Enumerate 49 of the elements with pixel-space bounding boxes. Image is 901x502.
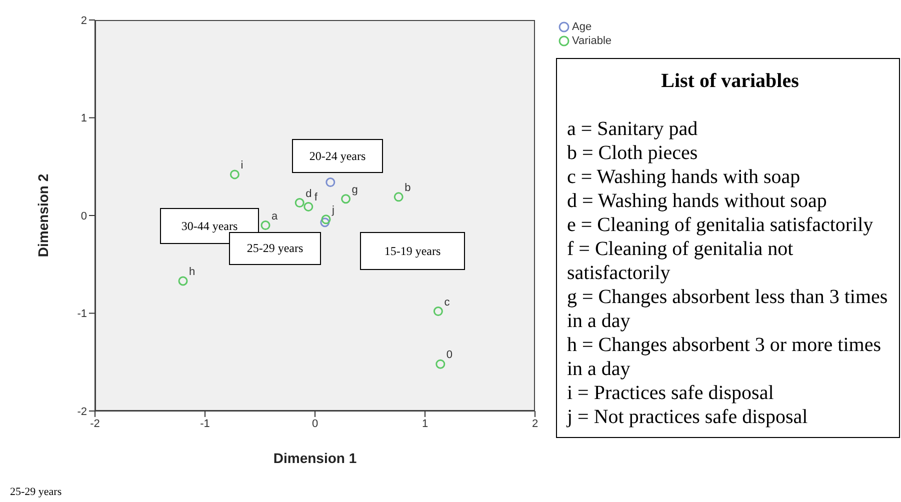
annotation: b	[404, 182, 411, 194]
text: d = Washing hands without soap	[567, 189, 828, 213]
y-tick-label: -2	[77, 406, 87, 418]
text-box: 30-44 years	[160, 208, 259, 244]
x-tick-label: 0	[312, 418, 318, 430]
text-box: 25-29 years	[229, 232, 321, 265]
point	[341, 194, 351, 204]
point	[320, 218, 330, 228]
text: List of variables	[660, 69, 800, 93]
text-box: 20-24 years	[292, 139, 383, 173]
annotation: d	[306, 188, 312, 200]
legend-label: Variable	[572, 34, 612, 48]
y-tick-label: 0	[80, 210, 87, 222]
text: i = Practices safe disposal	[567, 381, 775, 405]
x-tick-label: -2	[90, 418, 100, 430]
annotation: 0	[446, 349, 453, 362]
x-tick-label: 2	[532, 418, 538, 430]
annotation: f	[314, 192, 318, 204]
text: b = Cloth pieces	[567, 141, 699, 165]
point	[294, 198, 304, 208]
point	[304, 202, 314, 212]
point	[326, 178, 336, 188]
x-tick-label: 1	[422, 418, 428, 430]
point	[230, 170, 240, 180]
y-tick-label: 2	[80, 14, 87, 27]
annotation: j	[331, 204, 334, 216]
y-axis-title: Dimension 2	[34, 174, 51, 258]
annotation: g	[352, 184, 358, 196]
y-tick-label: -1	[77, 308, 87, 320]
point	[394, 192, 404, 202]
point	[433, 306, 443, 316]
annotation: a	[272, 210, 278, 222]
annotation: i	[240, 159, 244, 172]
text: e = Cleaning of genitalia satisfactorily	[567, 213, 874, 237]
text: a = Sanitary pad	[567, 117, 699, 141]
point	[178, 276, 188, 286]
point	[260, 220, 270, 230]
text: j = Not practices safe disposal	[567, 405, 809, 429]
text: c = Washing hands with soap	[567, 165, 802, 189]
annotation: c	[444, 296, 450, 308]
legend-label: Age	[572, 20, 592, 34]
point	[321, 214, 331, 224]
x-tick-label: -1	[200, 418, 210, 430]
y-tick-label: 1	[80, 112, 87, 125]
point	[436, 359, 446, 369]
x-axis-title: Dimension 1	[273, 450, 357, 466]
text-box: 15-19 years	[360, 232, 465, 270]
text: 25-29 years	[10, 486, 62, 498]
annotation: h	[189, 266, 196, 278]
